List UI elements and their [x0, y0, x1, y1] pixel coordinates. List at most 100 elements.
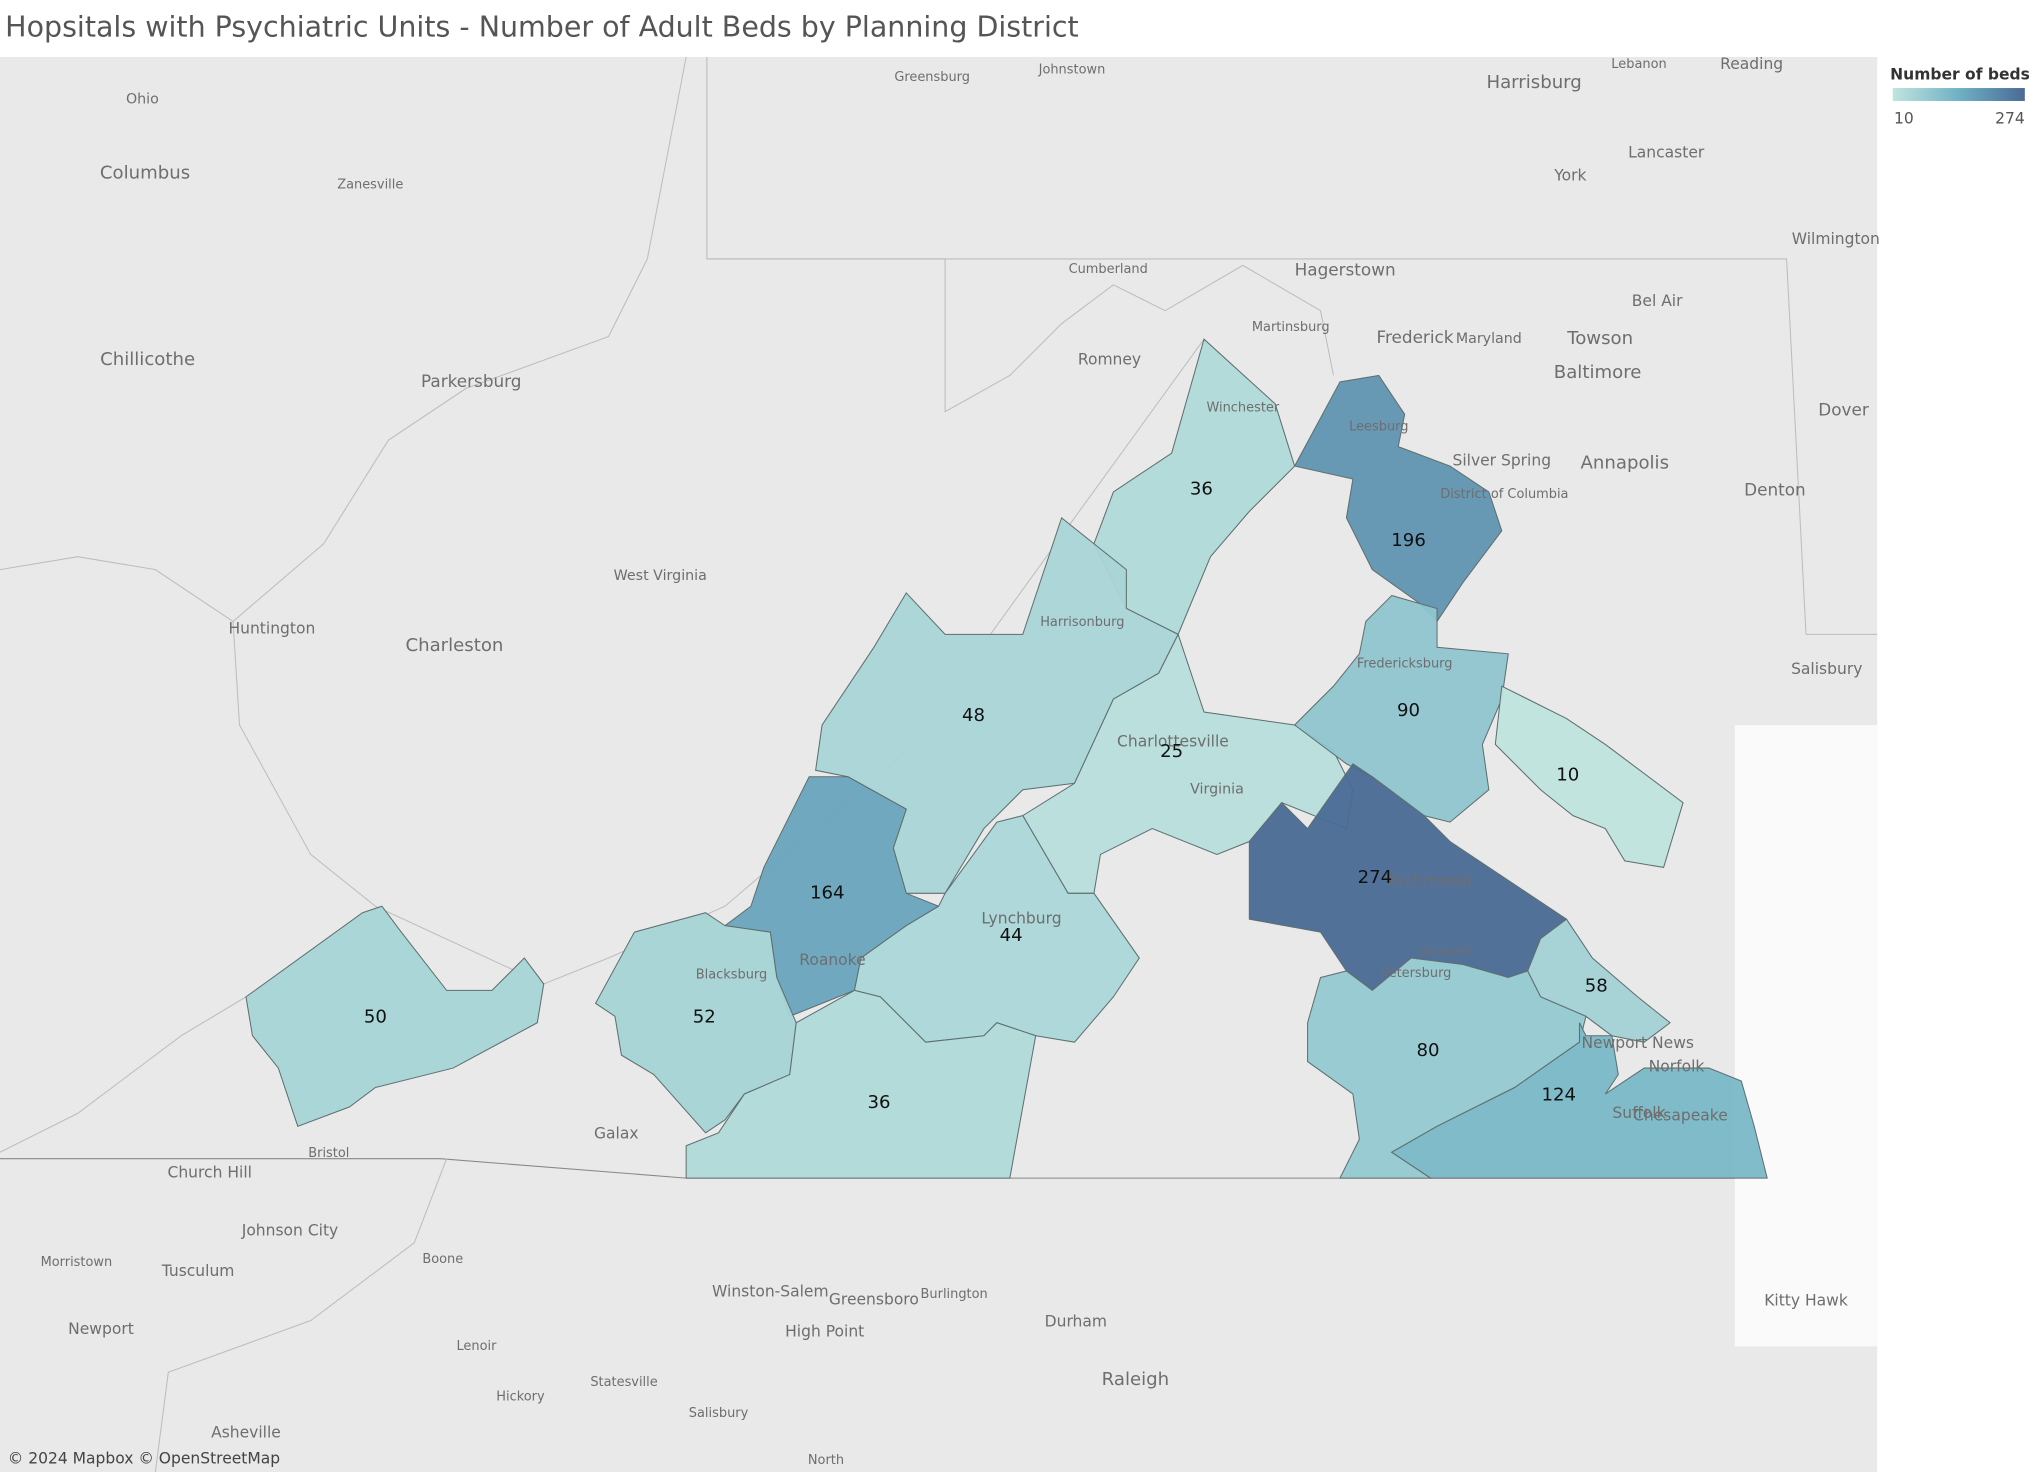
legend-title: Number of beds — [1890, 66, 2030, 84]
district — [815, 516, 1179, 894]
attribution: © 2024 Mapbox © OpenStreetMap — [8, 1450, 280, 1468]
place-label: Romney — [1078, 350, 1141, 368]
legend-max: 274 — [1995, 110, 2025, 128]
district — [1390, 1022, 1768, 1179]
place-label: Reading — [1720, 55, 1783, 73]
district — [1494, 685, 1684, 868]
state-border — [154, 1158, 448, 1472]
place-label: Frederick — [1377, 327, 1454, 347]
place-label: Huntington — [228, 620, 315, 638]
place-label: Parkersburg — [421, 371, 521, 391]
place-label: Chillicothe — [100, 349, 195, 370]
place-label: Newport News — [1581, 1034, 1694, 1052]
place-label: Charlottesville — [1117, 732, 1229, 750]
place-label: Virginia — [1190, 782, 1244, 798]
place-label: Salisbury — [689, 1406, 749, 1421]
place-label: Denton — [1744, 480, 1806, 500]
place-label: Boone — [422, 1252, 463, 1267]
place-label: Lancaster — [1628, 143, 1705, 161]
district-value: 44 — [1000, 925, 1023, 946]
water — [1734, 724, 1878, 1347]
place-label: Ohio — [126, 92, 159, 108]
place-label: Roanoke — [799, 951, 865, 969]
district — [685, 989, 1037, 1179]
places: Ohio Columbus Zanesville Chillicothe Parkers… — [41, 55, 1880, 1468]
place-label: Zanesville — [337, 178, 403, 193]
place-label: West Virginia — [614, 568, 707, 584]
place-label: Durham — [1045, 1312, 1107, 1330]
district-value: 90 — [1397, 700, 1420, 721]
place-label: Petersburg — [1381, 966, 1451, 981]
place-label: Bel Air — [1632, 292, 1683, 310]
place-label: Wilmington — [1792, 230, 1880, 248]
place-label: Harrisburg — [1486, 72, 1581, 93]
place-label: Hagerstown — [1295, 260, 1396, 280]
district-value: 274 — [1358, 867, 1393, 888]
place-label: Fredericksburg — [1357, 657, 1453, 672]
district-value: 80 — [1416, 1040, 1439, 1061]
place-label: Hickory — [496, 1389, 545, 1404]
place-label: Lebanon — [1611, 57, 1666, 72]
place-label: Lynchburg — [981, 910, 1061, 928]
place-label: Kitty Hawk — [1764, 1292, 1848, 1310]
district — [1293, 374, 1503, 623]
place-label: Bristol — [308, 1146, 349, 1161]
district-value: 52 — [693, 1007, 716, 1028]
district-value: 48 — [962, 705, 985, 726]
place-label: Church Hill — [168, 1163, 252, 1181]
place-label: Winston-Salem — [712, 1283, 829, 1301]
state-border — [232, 56, 687, 907]
place-label: Annapolis — [1581, 452, 1670, 473]
place-label: Towson — [1566, 328, 1633, 349]
place-label: Martinsburg — [1252, 320, 1330, 335]
legend-min: 10 — [1894, 110, 1914, 128]
district-value: 164 — [810, 882, 845, 903]
place-label: Galax — [594, 1125, 639, 1143]
place-label: York — [1553, 167, 1586, 185]
place-label: High Point — [785, 1323, 864, 1341]
place-label: Johnstown — [1038, 62, 1106, 77]
place-label: Lenoir — [456, 1339, 497, 1354]
district-value: 10 — [1556, 764, 1579, 785]
place-label: Johnson City — [241, 1222, 339, 1240]
value-labels: 36 196 48 25 90 10 164 274 44 58 50 52 36 80 124 — [364, 478, 1608, 1113]
place-label: North — [808, 1453, 844, 1468]
district-value: 50 — [364, 1007, 387, 1028]
regions — [245, 338, 1768, 1179]
place-label: District of Columbia — [1440, 487, 1568, 502]
place-label: Maryland — [1456, 331, 1522, 347]
state-border — [0, 1158, 1768, 1179]
district-value: 36 — [868, 1092, 891, 1113]
state-border — [706, 258, 1878, 635]
place-label: Statesville — [590, 1375, 657, 1390]
place-label: Newport — [68, 1320, 134, 1338]
state-border — [0, 556, 234, 622]
place-label: Raleigh — [1102, 1369, 1169, 1390]
place-label: Baltimore — [1554, 362, 1642, 383]
place-label: Harrisonburg — [1040, 615, 1124, 630]
place-label: Chesapeake — [1633, 1106, 1728, 1124]
district — [245, 905, 545, 1128]
district-value: 58 — [1585, 976, 1608, 997]
title: Hopsitals with Psychiatric Units - Numbe… — [5, 10, 1079, 43]
place-label: Charleston — [405, 635, 503, 656]
legend-ramp — [1892, 88, 2025, 101]
place-label: Leesburg — [1349, 420, 1408, 435]
district-value: 25 — [1160, 741, 1183, 762]
place-label: Norfolk — [1649, 1057, 1705, 1075]
place-label: Columbus — [100, 162, 190, 183]
place-label: Suffolk — [1612, 1104, 1665, 1122]
place-label: Morristown — [41, 1255, 113, 1270]
place-label: Richmond — [1387, 871, 1471, 891]
place-label: Hopewell — [1418, 944, 1472, 958]
district — [1293, 594, 1509, 823]
district-value: 124 — [1541, 1084, 1576, 1105]
place-label: Burlington — [921, 1287, 988, 1302]
place-label: Asheville — [211, 1424, 281, 1442]
district-value: 36 — [1190, 478, 1213, 499]
place-label: Tusculum — [161, 1262, 235, 1280]
place-label: Dover — [1818, 399, 1869, 419]
place-label: Blacksburg — [696, 967, 767, 982]
